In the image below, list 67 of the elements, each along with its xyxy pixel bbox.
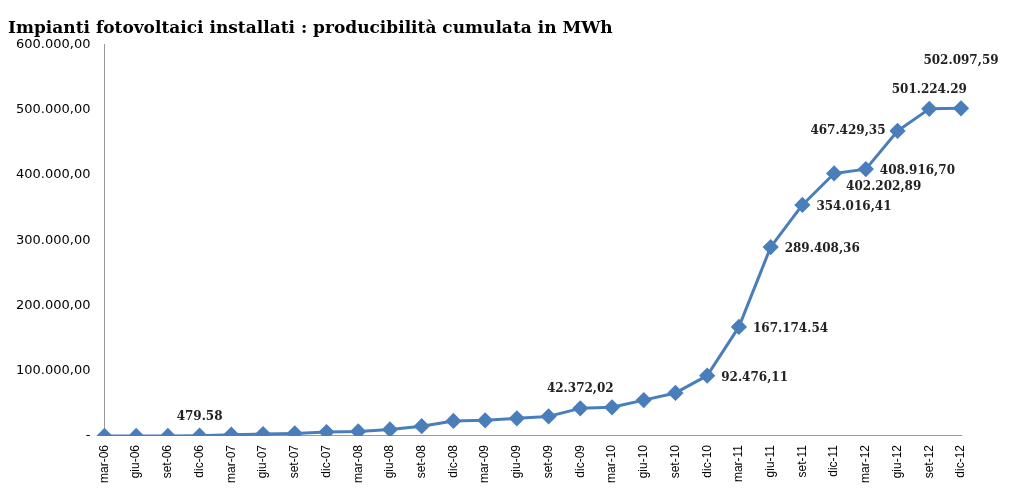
point (572, 400, 588, 416)
point (794, 197, 810, 213)
x-tick-label: dic-10 (699, 444, 714, 478)
y-tick-label: 400.000,00 (16, 166, 91, 182)
data-label: 479.58 (176, 408, 223, 423)
point (477, 412, 493, 428)
point (541, 408, 557, 424)
x-tick-label: set-06 (160, 444, 175, 479)
x-tick-label: mar-06 (96, 444, 111, 484)
point (319, 424, 335, 436)
point (731, 319, 747, 335)
x-tick-label: giu-07 (255, 444, 270, 479)
x-tick-label: dic-11 (826, 444, 841, 477)
x-tick-label: set-09 (540, 444, 555, 479)
data-label: 501.224.29 (891, 81, 967, 96)
x-tick-label: set-07 (287, 444, 302, 479)
x-tick-label: set-10 (667, 444, 682, 479)
x-tick-label: giu-11 (762, 444, 777, 478)
x-tick-label: mar-07 (223, 444, 238, 484)
x-tick-label: mar-10 (604, 444, 619, 484)
point (509, 410, 525, 426)
point (382, 421, 398, 436)
x-tick-label: set-11 (794, 444, 809, 478)
x-tick-label: giu-08 (382, 444, 397, 479)
point (763, 239, 779, 255)
x-tick-label: dic-09 (572, 444, 587, 478)
point (890, 123, 906, 139)
data-label: 354.016,41 (816, 199, 892, 214)
x-tick-label: dic-12 (953, 444, 968, 478)
x-tick-label: dic-08 (445, 444, 460, 478)
point (858, 161, 874, 177)
y-tick-label: - (85, 427, 91, 443)
x-tick-label: dic-06 (191, 444, 206, 478)
x-tick-label: set-08 (413, 444, 428, 479)
point (953, 100, 969, 116)
point (667, 385, 683, 401)
data-label: 467.429,35 (810, 123, 886, 138)
y-tick-label: 100.000,00 (16, 362, 91, 378)
data-label: 402.202,89 (846, 178, 922, 193)
point (604, 399, 620, 415)
data-label: 167.174.54 (752, 321, 829, 336)
y-tick-label: 300.000,00 (16, 231, 91, 247)
point (445, 413, 461, 429)
x-tick-label: giu-06 (128, 444, 143, 479)
point (636, 392, 652, 408)
y-tick-label: 200.000,00 (16, 296, 91, 312)
x-tick-label: giu-10 (636, 444, 651, 479)
x-tick-label: set-12 (921, 444, 936, 479)
point (699, 368, 715, 384)
data-label: 42.372,02 (546, 381, 614, 396)
point (350, 423, 366, 436)
x-tick-label: mar-08 (350, 444, 365, 484)
x-tick-label: dic-07 (318, 444, 333, 478)
x-tick-label: mar-12 (858, 444, 873, 484)
chart-title: Impianti fotovoltaici installati : producibilità cumulata in MWh (8, 16, 613, 37)
point (826, 165, 842, 181)
x-tick-label: giu-12 (889, 444, 904, 479)
x-tick-label: mar-11 (731, 444, 746, 483)
x-tick-label: giu-09 (509, 444, 524, 479)
data-label: 289.408,36 (784, 241, 860, 256)
x-tick-label: mar-09 (477, 444, 492, 484)
data-label: 408.916,70 (879, 163, 955, 178)
data-label: 502.097,59 (923, 53, 999, 68)
point (414, 418, 430, 434)
point (921, 101, 937, 117)
y-tick-label: 500.000,00 (16, 101, 91, 117)
data-label: 92.476,11 (721, 369, 789, 384)
